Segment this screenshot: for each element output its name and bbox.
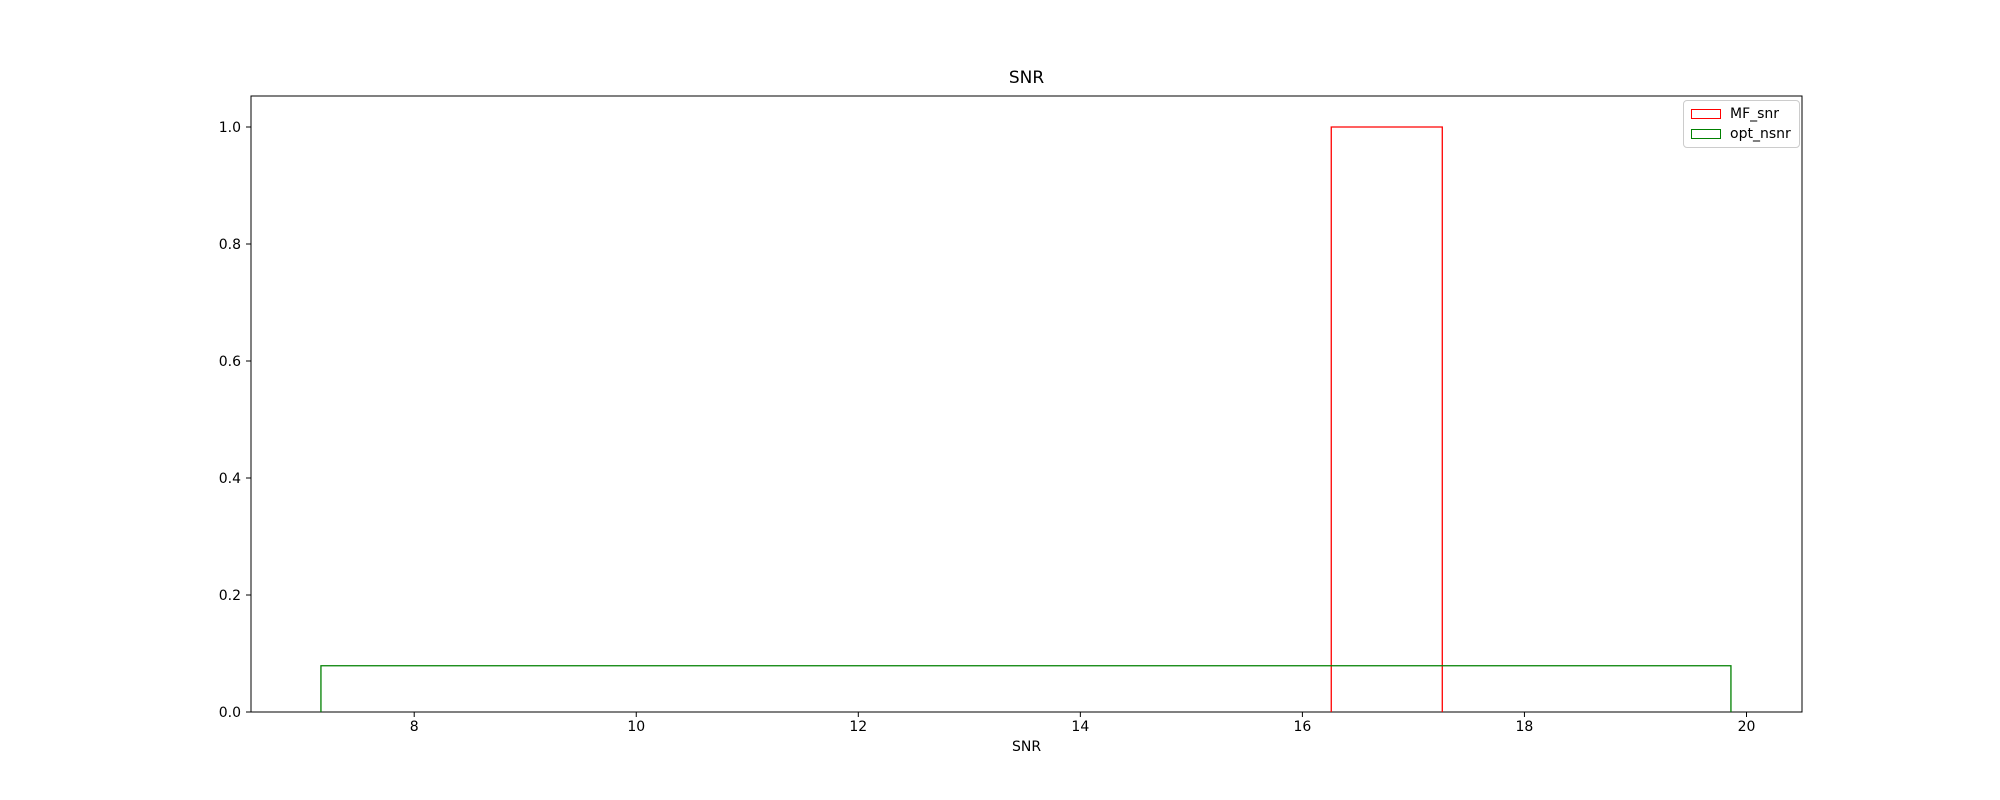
legend-label-mf-snr: MF_snr xyxy=(1730,106,1780,122)
legend-label-opt-nsnr: opt_nsnr xyxy=(1730,126,1791,142)
chart-title: SNR xyxy=(1008,68,1045,88)
x-tick-label: 8 xyxy=(410,719,419,735)
x-tick-label: 10 xyxy=(627,719,645,735)
series-MF_snr xyxy=(1330,126,1443,712)
y-tick-label: 0.6 xyxy=(219,354,241,370)
y-tick-label: 0.2 xyxy=(219,588,241,604)
y-tick-label: 1.0 xyxy=(219,120,241,136)
plot-frame xyxy=(250,95,1803,713)
legend: MF_snr opt_nsnr xyxy=(1683,100,1800,148)
x-axis-label: SNR xyxy=(1011,739,1042,755)
mf-snr-swatch-icon xyxy=(1691,109,1721,119)
legend-entry-opt-nsnr: opt_nsnr xyxy=(1691,126,1791,142)
y-tick-label: 0.0 xyxy=(219,705,241,721)
series-opt_nsnr xyxy=(320,665,1732,712)
x-tick-label: 12 xyxy=(849,719,867,735)
x-tick-label: 14 xyxy=(1071,719,1089,735)
x-tick-label: 18 xyxy=(1516,719,1534,735)
y-tick-label: 0.4 xyxy=(219,471,241,487)
y-tick-label: 0.8 xyxy=(219,237,241,253)
x-tick-label: 16 xyxy=(1293,719,1311,735)
x-tick-label: 20 xyxy=(1738,719,1756,735)
legend-entry-mf-snr: MF_snr xyxy=(1691,106,1791,122)
opt-nsnr-swatch-icon xyxy=(1691,129,1721,139)
